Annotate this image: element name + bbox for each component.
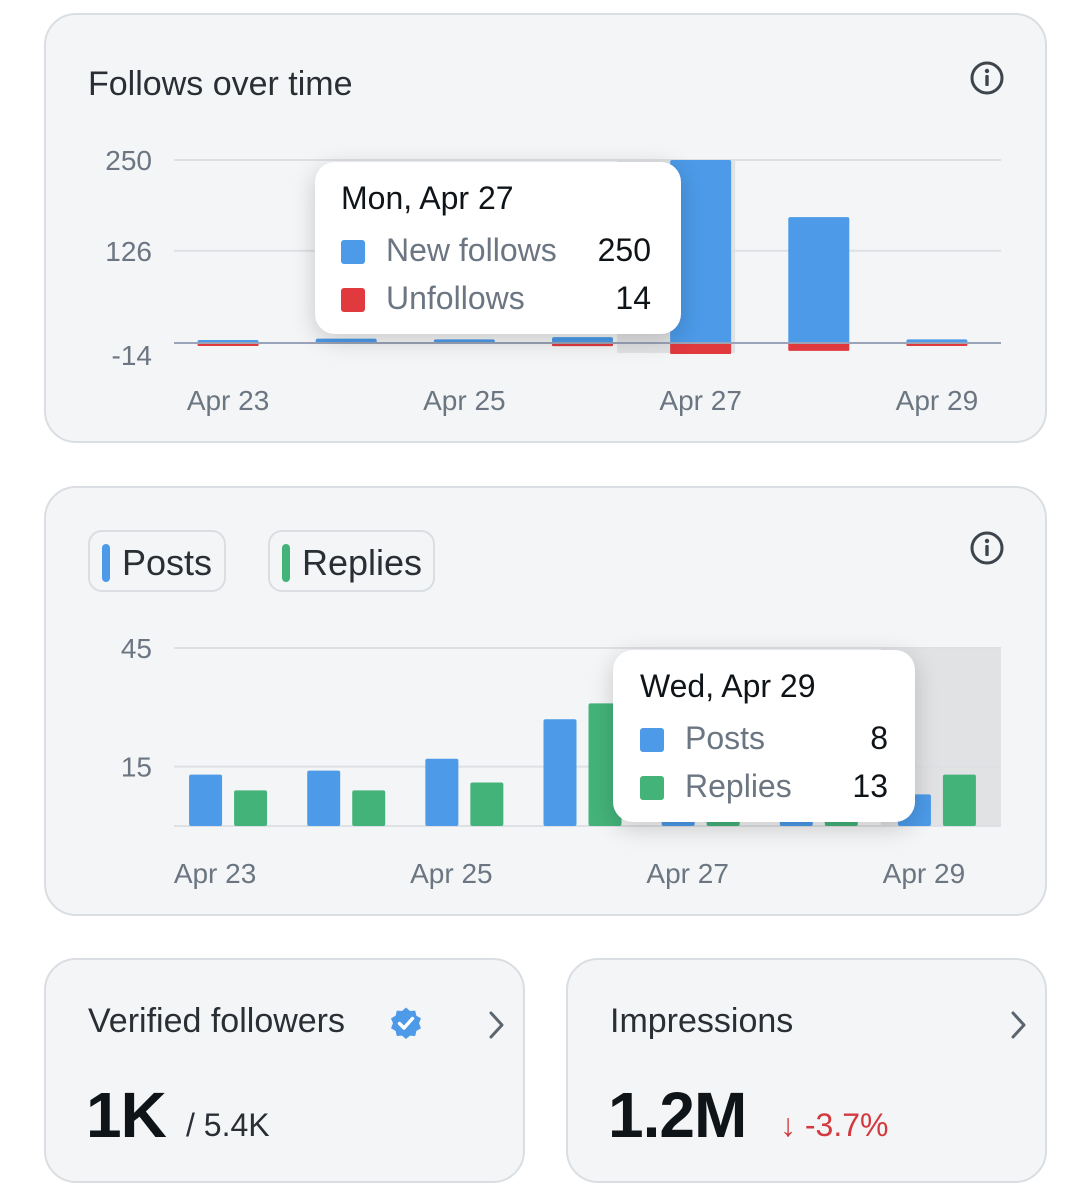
x-tick-label: Apr 27 <box>659 385 742 416</box>
bar-replies <box>942 774 976 826</box>
impressions-change: ↓ -3.7% <box>780 1107 889 1143</box>
bar-unfollows <box>788 343 850 351</box>
activity-card: Posts Replies 45 15 Apr 23 Apr 25 Apr 27 Apr … <box>44 486 1047 916</box>
tooltip-value: 14 <box>615 280 651 316</box>
tooltip-label: New follows <box>386 232 557 268</box>
tooltip-value: 250 <box>597 232 651 268</box>
info-icon[interactable] <box>969 530 1005 566</box>
bar-posts <box>307 770 341 826</box>
x-tick-label: Apr 25 <box>410 858 493 889</box>
bar-replies <box>234 790 268 826</box>
y-tick-label: -14 <box>112 340 152 371</box>
posts-chip-label: Posts <box>122 542 213 583</box>
tooltip-row-new-follows: New follows 250 <box>341 232 651 272</box>
replies-swatch <box>640 776 664 800</box>
impressions-value: 1.2M <box>608 1079 747 1151</box>
tooltip-row-unfollows: Unfollows 14 <box>341 280 651 320</box>
posts-chip[interactable]: Posts <box>88 530 226 592</box>
total-followers-value: / 5.4K <box>186 1107 270 1143</box>
x-tick-label: Apr 23 <box>174 858 256 889</box>
impressions-card[interactable]: Impressions 1.2M ↓ -3.7% <box>566 958 1047 1183</box>
bar-posts <box>189 774 223 826</box>
activity-tooltip: Wed, Apr 29 Posts 8 Replies 13 <box>613 650 915 822</box>
verified-followers-label: Verified followers <box>88 1002 346 1040</box>
new-follows-swatch <box>341 240 365 264</box>
x-tick-label: Apr 25 <box>423 385 506 416</box>
verified-badge-icon <box>391 1007 421 1039</box>
x-tick-label: Apr 23 <box>187 385 270 416</box>
bar-new-follows <box>670 160 732 343</box>
bar-new-follows <box>788 217 850 343</box>
y-tick-label: 45 <box>121 633 152 664</box>
bar-posts <box>543 719 577 826</box>
tooltip-value: 13 <box>852 768 888 804</box>
tooltip-value: 8 <box>870 720 888 756</box>
tooltip-label: Replies <box>685 768 792 804</box>
posts-swatch <box>640 728 664 752</box>
follows-card-title: Follows over time <box>88 65 353 103</box>
x-tick-label: Apr 29 <box>883 858 966 889</box>
verified-followers-card[interactable]: Verified followers 1K / 5.4K <box>44 958 525 1183</box>
follows-tooltip: Mon, Apr 27 New follows 250 Unfollows 14 <box>315 162 681 334</box>
tooltip-label: Unfollows <box>386 280 525 316</box>
replies-chip-label: Replies <box>302 542 423 583</box>
tooltip-label: Posts <box>685 720 766 756</box>
x-tick-label: Apr 29 <box>896 385 979 416</box>
verified-followers-value: 1K <box>86 1079 167 1151</box>
tooltip-date: Mon, Apr 27 <box>341 180 514 216</box>
follows-card: Follows over time 250 126 -14 Apr 23 Apr 25 A… <box>44 13 1047 443</box>
tooltip-row-replies: Replies 13 <box>640 768 888 808</box>
y-tick-label: 15 <box>121 752 152 783</box>
replies-chip[interactable]: Replies <box>268 530 435 592</box>
y-tick-label: 126 <box>105 236 152 267</box>
tooltip-row-posts: Posts 8 <box>640 720 888 760</box>
y-tick-label: 250 <box>105 145 152 176</box>
replies-chip-color <box>282 544 290 582</box>
posts-chip-color <box>102 544 110 582</box>
chevron-right-icon[interactable] <box>1008 1010 1030 1040</box>
bar-new-follows <box>315 338 377 343</box>
bar-posts <box>425 758 459 826</box>
bar-new-follows <box>552 337 613 343</box>
info-icon[interactable] <box>969 60 1005 96</box>
chevron-right-icon[interactable] <box>486 1010 508 1040</box>
bar-unfollows <box>670 343 732 354</box>
bar-replies <box>470 782 504 826</box>
unfollows-swatch <box>341 288 365 312</box>
bar-replies <box>352 790 386 826</box>
tooltip-date: Wed, Apr 29 <box>640 668 816 704</box>
impressions-label: Impressions <box>610 1002 794 1040</box>
x-tick-label: Apr 27 <box>646 858 729 889</box>
